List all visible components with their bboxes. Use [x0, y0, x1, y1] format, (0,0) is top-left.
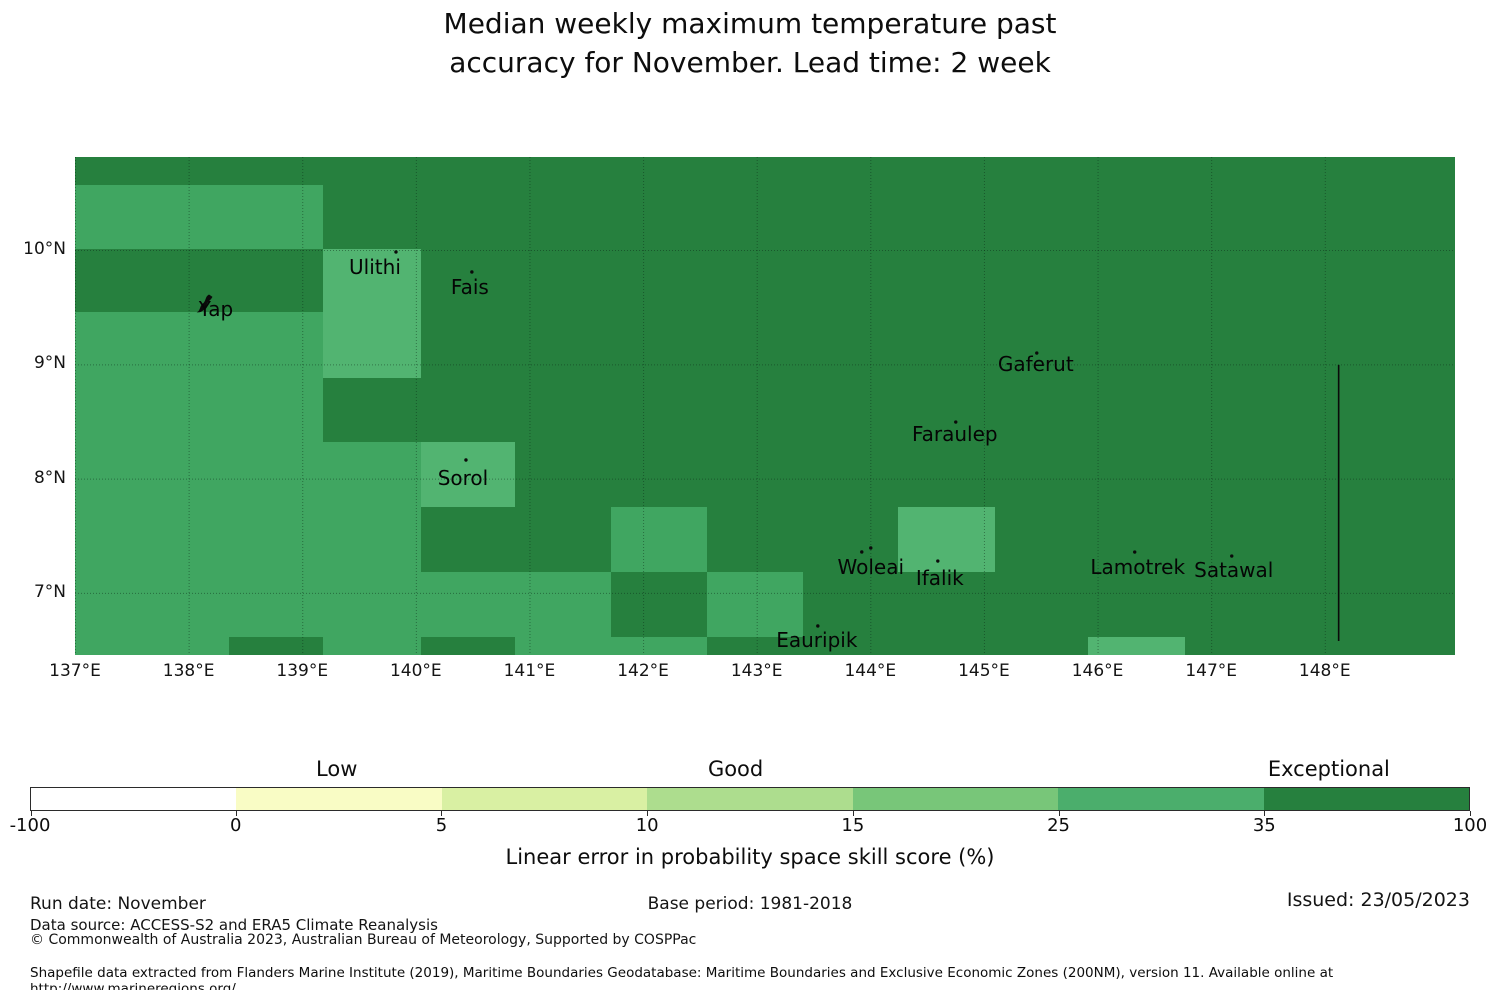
island-marker-dot — [816, 624, 820, 628]
colorbar-segment — [1058, 788, 1264, 810]
island-label: Faraulep — [912, 422, 998, 446]
colorbar-segment — [236, 788, 442, 810]
x-tick-label: 140°E — [389, 661, 442, 681]
colorbar-tick-mark — [1058, 811, 1060, 816]
skill-map: Yap Ulithi Fais Sorol Gaferut Faraulep Woleai I… — [75, 157, 1455, 655]
map-cell — [610, 506, 707, 573]
map-cell — [420, 441, 515, 507]
island-label: Gaferut — [998, 352, 1074, 376]
island-marker-dot — [954, 420, 958, 424]
colorbar-tick-label: 10 — [635, 815, 659, 836]
colorbar-tick-label: 0 — [229, 815, 242, 836]
colorbar-tick-mark — [235, 811, 237, 816]
island-label: Ulithi — [349, 255, 401, 279]
colorbar-tick-label: 5 — [435, 815, 448, 836]
island-marker-dot — [860, 550, 864, 554]
colorbar-tick-mark — [1264, 811, 1266, 816]
x-tick-label: 142°E — [617, 661, 669, 681]
x-tick-label: 145°E — [958, 661, 1010, 681]
colorbar-segment — [31, 788, 237, 810]
colorbar-category-label: Exceptional — [1267, 757, 1390, 781]
data-source-text: Data source: ACCESS-S2 and ERA5 Climate … — [30, 916, 438, 934]
colorbar-segment — [852, 788, 1059, 810]
island-label: Eauripik — [776, 628, 858, 652]
x-tick-label: 148°E — [1298, 661, 1351, 681]
colorbar-title: Linear error in probability space skill … — [505, 845, 995, 869]
colorbar-tick-mark — [1469, 811, 1471, 816]
map-cell — [1087, 636, 1185, 655]
colorbar-tick-mark — [852, 811, 854, 816]
island-marker-dot — [869, 546, 873, 550]
y-tick-label: 8°N — [33, 467, 66, 488]
island-label: Sorol — [438, 466, 489, 490]
shapefile-note-text: Shapefile data extracted from Flanders M… — [30, 965, 1334, 990]
island-marker-dot — [394, 250, 398, 254]
island-outline-yap — [196, 294, 213, 313]
map-cell — [228, 311, 324, 637]
colorbar — [30, 787, 1470, 811]
x-tick-label: 143°E — [730, 661, 783, 681]
x-tick-label: 141°E — [503, 661, 556, 681]
map-cell — [75, 185, 324, 250]
x-tick-label: 144°E — [844, 661, 897, 681]
chart-title-line2: accuracy for November. Lead time: 2 week — [449, 46, 1051, 79]
x-tick-label: 139°E — [276, 661, 329, 681]
colorbar-segment — [647, 788, 853, 810]
y-tick-label: 9°N — [33, 353, 66, 374]
colorbar-tick-mark — [441, 811, 443, 816]
island-label: Yap — [198, 297, 233, 321]
map-cell — [706, 572, 803, 637]
island-marker-dot — [464, 458, 468, 462]
map-cell — [323, 249, 421, 378]
chart-title: Median weekly maximum temperature past a… — [0, 4, 1500, 82]
island-label: Woleai — [838, 555, 905, 579]
issued-date-text: Issued: 23/05/2023 — [1286, 889, 1470, 911]
colorbar-tick-label: 15 — [841, 815, 865, 836]
x-tick-label: 137°E — [49, 661, 101, 681]
colorbar-segment — [1263, 788, 1469, 810]
map-cell — [75, 311, 229, 655]
run-date-text: Run date: November — [30, 894, 206, 914]
colorbar-tick-label: 25 — [1047, 815, 1071, 836]
island-label: Satawal — [1194, 558, 1273, 582]
island-marker-dot — [1133, 550, 1137, 554]
island-marker-dot — [1230, 554, 1234, 558]
chart-title-line1: Median weekly maximum temperature past — [443, 7, 1057, 40]
map-cell — [323, 441, 421, 655]
colorbar-tick-mark — [647, 811, 649, 816]
map-cell — [610, 636, 707, 655]
colorbar-category-label: Good — [707, 757, 764, 781]
x-tick-label: 146°E — [1071, 661, 1124, 681]
colorbar-tick-label: 35 — [1252, 815, 1276, 836]
map-cell — [897, 506, 995, 573]
map-cell — [514, 572, 611, 655]
colorbar-category-label: Low — [316, 757, 358, 781]
island-label: Fais — [451, 275, 489, 299]
colorbar-tick-label: 100 — [1452, 815, 1488, 836]
map-cell — [420, 572, 515, 637]
x-tick-label: 138°E — [162, 661, 215, 681]
colorbar-segment — [441, 788, 648, 810]
island-label: Ifalik — [916, 566, 964, 590]
copyright-text: © Commonwealth of Australia 2023, Austra… — [30, 932, 697, 948]
x-tick-label: 147°E — [1185, 661, 1238, 681]
island-marker-dot — [1035, 351, 1039, 355]
base-period-text: Base period: 1981-2018 — [647, 894, 853, 914]
y-tick-label: 7°N — [33, 581, 66, 602]
island-label: Lamotrek — [1090, 555, 1185, 579]
colorbar-tick-label: -100 — [9, 815, 51, 836]
island-marker-dot — [470, 270, 474, 274]
y-tick-label: 10°N — [23, 239, 66, 260]
island-marker-dot — [936, 559, 940, 563]
colorbar-tick-mark — [30, 811, 32, 816]
